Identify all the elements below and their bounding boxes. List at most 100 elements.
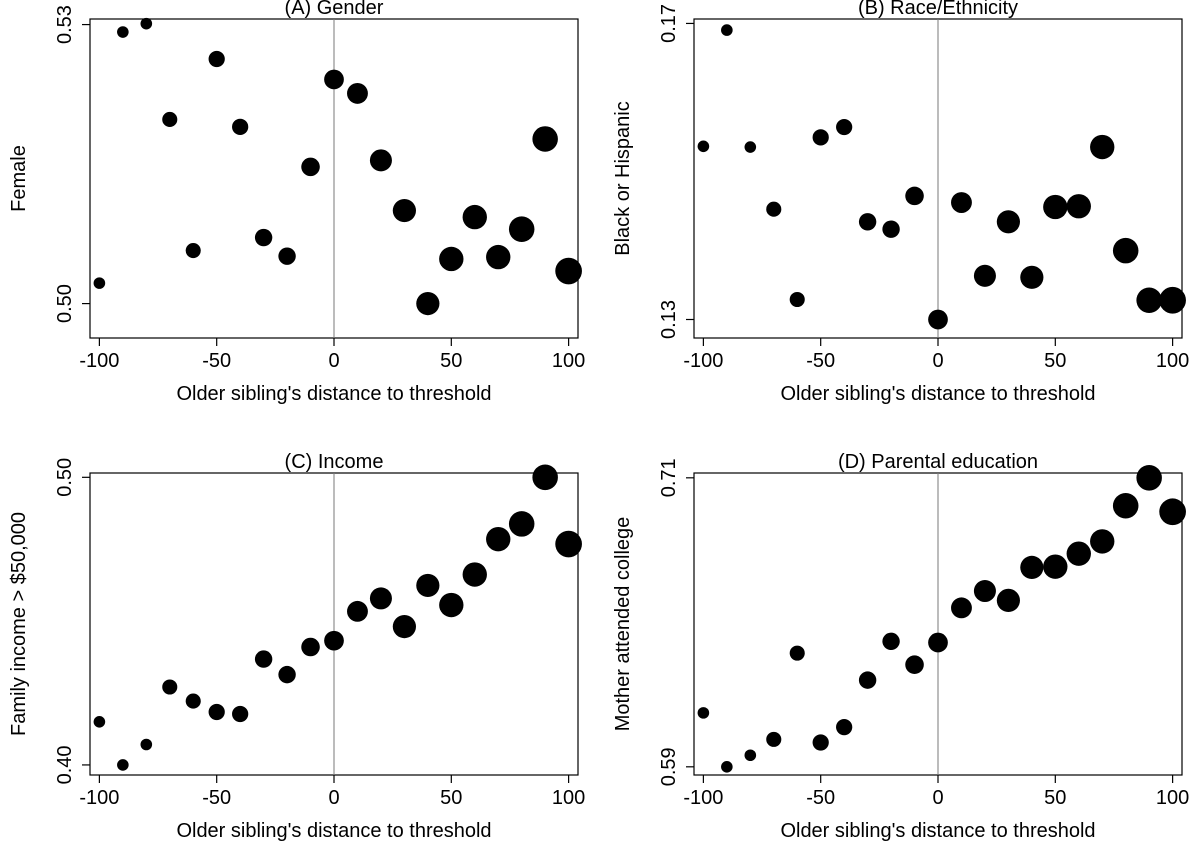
data-point (439, 246, 464, 272)
panel-title: (B) Race/Ethnicity (858, 0, 1018, 19)
data-point (301, 637, 320, 657)
data-point (369, 149, 392, 172)
data-point (1136, 287, 1162, 314)
x-tick-label: 0 (932, 350, 943, 372)
data-point (254, 228, 273, 247)
data-point (882, 220, 900, 238)
data-point (301, 157, 320, 177)
data-point (392, 614, 416, 639)
data-point (508, 216, 535, 242)
data-point (232, 118, 249, 136)
x-tick-label: 50 (440, 787, 462, 809)
data-point (140, 17, 153, 30)
y-tick-label: 0.13 (658, 300, 680, 339)
data-point (836, 718, 853, 736)
data-point (1112, 237, 1139, 264)
x-tick-label: 100 (1156, 787, 1189, 809)
x-tick-label: -50 (806, 350, 835, 372)
data-point (532, 464, 558, 491)
data-point (973, 264, 996, 287)
data-point (996, 588, 1020, 612)
data-point (486, 244, 511, 270)
y-tick-label: 0.59 (658, 747, 680, 786)
panel-title: (C) Income (285, 451, 384, 473)
data-point (928, 309, 948, 330)
data-point (462, 562, 487, 587)
data-point (766, 731, 782, 747)
data-point (973, 579, 996, 603)
data-point (555, 257, 582, 285)
data-point (996, 210, 1020, 234)
x-tick-label: -50 (202, 350, 231, 372)
data-point (347, 82, 368, 104)
x-axis-label: Older sibling's distance to threshold (176, 820, 491, 842)
data-point (117, 26, 129, 38)
data-point (1066, 541, 1091, 566)
x-tick-label: 50 (440, 350, 462, 372)
y-axis-label: Black or Hispanic (612, 101, 634, 256)
data-point (486, 526, 511, 552)
data-point (439, 592, 464, 618)
y-tick-label: 0.53 (54, 5, 76, 44)
data-point (812, 129, 829, 146)
data-point (766, 201, 782, 217)
x-tick-label: -100 (79, 787, 119, 809)
x-tick-label: 50 (1044, 787, 1066, 809)
y-tick-label: 0.71 (658, 458, 680, 497)
data-point (392, 198, 416, 223)
data-point (208, 50, 225, 68)
data-point (858, 671, 877, 689)
x-axis-label: Older sibling's distance to threshold (176, 383, 491, 405)
data-point (951, 192, 972, 213)
data-point (140, 738, 153, 751)
data-point (951, 597, 972, 619)
x-tick-label: 100 (552, 787, 585, 809)
data-point (117, 759, 129, 771)
data-point (1112, 492, 1139, 519)
data-point (1090, 529, 1115, 554)
x-tick-label: 100 (1156, 350, 1189, 372)
data-point (416, 573, 440, 598)
data-point (162, 679, 178, 695)
data-point (462, 204, 487, 230)
x-tick-label: -100 (683, 787, 723, 809)
panel-title: (A) Gender (285, 0, 384, 19)
data-point (1136, 465, 1162, 491)
data-point (1159, 286, 1186, 314)
data-point (812, 734, 829, 751)
data-point (858, 213, 877, 231)
data-point (324, 630, 344, 651)
data-point (232, 705, 249, 723)
data-point (882, 632, 900, 651)
y-tick-label: 0.50 (54, 284, 76, 323)
x-tick-label: -100 (683, 350, 723, 372)
data-point (744, 141, 757, 153)
x-tick-label: 0 (328, 787, 339, 809)
x-tick-label: -50 (202, 787, 231, 809)
data-point (1159, 498, 1186, 526)
data-point (416, 291, 440, 316)
data-point (1090, 134, 1115, 160)
data-point (721, 761, 733, 773)
data-point (508, 511, 535, 537)
panel-0: (A) Gender -100 -50 0 50 100 Older sibling's d… (8, 0, 585, 405)
data-point (208, 703, 225, 721)
y-axis-label: Mother attended college (612, 517, 634, 732)
data-point (1043, 194, 1068, 220)
data-point (347, 600, 368, 622)
data-point (162, 111, 178, 127)
data-point (744, 749, 757, 762)
x-tick-label: 0 (932, 787, 943, 809)
data-point (278, 247, 296, 265)
data-point (555, 530, 582, 558)
panel-title: (D) Parental education (838, 451, 1038, 473)
x-tick-label: -100 (79, 350, 119, 372)
y-tick-label: 0.17 (658, 4, 680, 43)
data-point (369, 587, 392, 610)
panel-3: (D) Parental education -100 -50 0 50 100 Older… (612, 451, 1189, 842)
data-point (697, 140, 710, 153)
x-tick-label: 0 (328, 350, 339, 372)
data-point (789, 291, 805, 308)
data-point (928, 632, 948, 653)
